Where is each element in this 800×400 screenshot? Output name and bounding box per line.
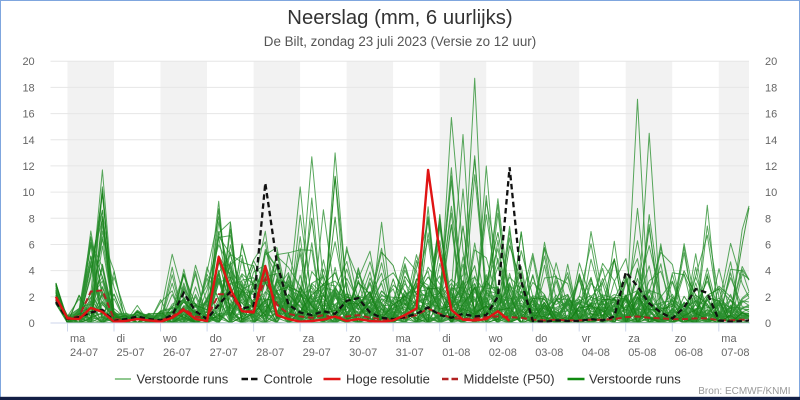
svg-text:06-08: 06-08 (675, 347, 703, 359)
svg-text:01-08: 01-08 (442, 347, 470, 359)
svg-text:05-08: 05-08 (628, 347, 656, 359)
svg-text:02-08: 02-08 (489, 347, 517, 359)
svg-text:14: 14 (22, 135, 34, 147)
svg-text:ma: ma (396, 333, 412, 345)
svg-text:14: 14 (765, 135, 777, 147)
svg-text:ma: ma (70, 333, 86, 345)
svg-text:Neerslag (mm, 6 uurlijks): Neerslag (mm, 6 uurlijks) (287, 7, 512, 29)
svg-text:20: 20 (22, 56, 34, 68)
svg-text:Controle: Controle (264, 371, 313, 386)
svg-text:di: di (442, 333, 451, 345)
svg-text:2: 2 (29, 292, 35, 304)
svg-text:8: 8 (765, 213, 771, 225)
svg-text:De Bilt, zondag 23 juli 2023 (: De Bilt, zondag 23 juli 2023 (Versie zo … (264, 34, 536, 49)
svg-text:6: 6 (765, 240, 771, 252)
svg-text:4: 4 (29, 266, 35, 278)
svg-text:zo: zo (675, 333, 687, 345)
svg-text:8: 8 (29, 213, 35, 225)
svg-text:03-08: 03-08 (535, 347, 563, 359)
svg-text:27-07: 27-07 (210, 347, 238, 359)
svg-text:0: 0 (29, 318, 35, 330)
svg-text:2: 2 (765, 292, 771, 304)
svg-text:Verstoorde runs: Verstoorde runs (137, 371, 229, 386)
svg-text:04-08: 04-08 (582, 347, 610, 359)
svg-text:vr: vr (256, 333, 266, 345)
svg-text:zo: zo (349, 333, 361, 345)
svg-text:wo: wo (488, 333, 503, 345)
svg-text:28-07: 28-07 (256, 347, 284, 359)
svg-text:29-07: 29-07 (303, 347, 331, 359)
svg-text:do: do (535, 333, 547, 345)
svg-text:25-07: 25-07 (117, 347, 145, 359)
svg-text:ma: ma (721, 333, 737, 345)
svg-text:16: 16 (765, 109, 777, 121)
svg-text:24-07: 24-07 (70, 347, 98, 359)
svg-text:Hoge resolutie: Hoge resolutie (346, 371, 430, 386)
svg-text:26-07: 26-07 (163, 347, 191, 359)
svg-text:16: 16 (22, 109, 34, 121)
svg-text:10: 10 (22, 187, 34, 199)
svg-text:10: 10 (765, 187, 777, 199)
svg-text:18: 18 (22, 82, 34, 94)
svg-text:za: za (628, 333, 641, 345)
svg-text:Bron: ECMWF/KNMI: Bron: ECMWF/KNMI (698, 386, 790, 397)
svg-text:31-07: 31-07 (396, 347, 424, 359)
svg-text:12: 12 (765, 161, 777, 173)
svg-text:07-08: 07-08 (721, 347, 749, 359)
svg-text:30-07: 30-07 (349, 347, 377, 359)
svg-text:do: do (210, 333, 222, 345)
svg-text:za: za (303, 333, 316, 345)
svg-text:Middelste (P50): Middelste (P50) (464, 371, 555, 386)
svg-text:6: 6 (29, 240, 35, 252)
svg-text:vr: vr (582, 333, 592, 345)
svg-text:20: 20 (765, 56, 777, 68)
svg-text:4: 4 (765, 266, 771, 278)
svg-text:di: di (117, 333, 126, 345)
svg-text:0: 0 (765, 318, 771, 330)
svg-text:12: 12 (22, 161, 34, 173)
svg-text:wo: wo (162, 333, 177, 345)
svg-text:Verstoorde runs: Verstoorde runs (589, 371, 681, 386)
svg-text:18: 18 (765, 82, 777, 94)
